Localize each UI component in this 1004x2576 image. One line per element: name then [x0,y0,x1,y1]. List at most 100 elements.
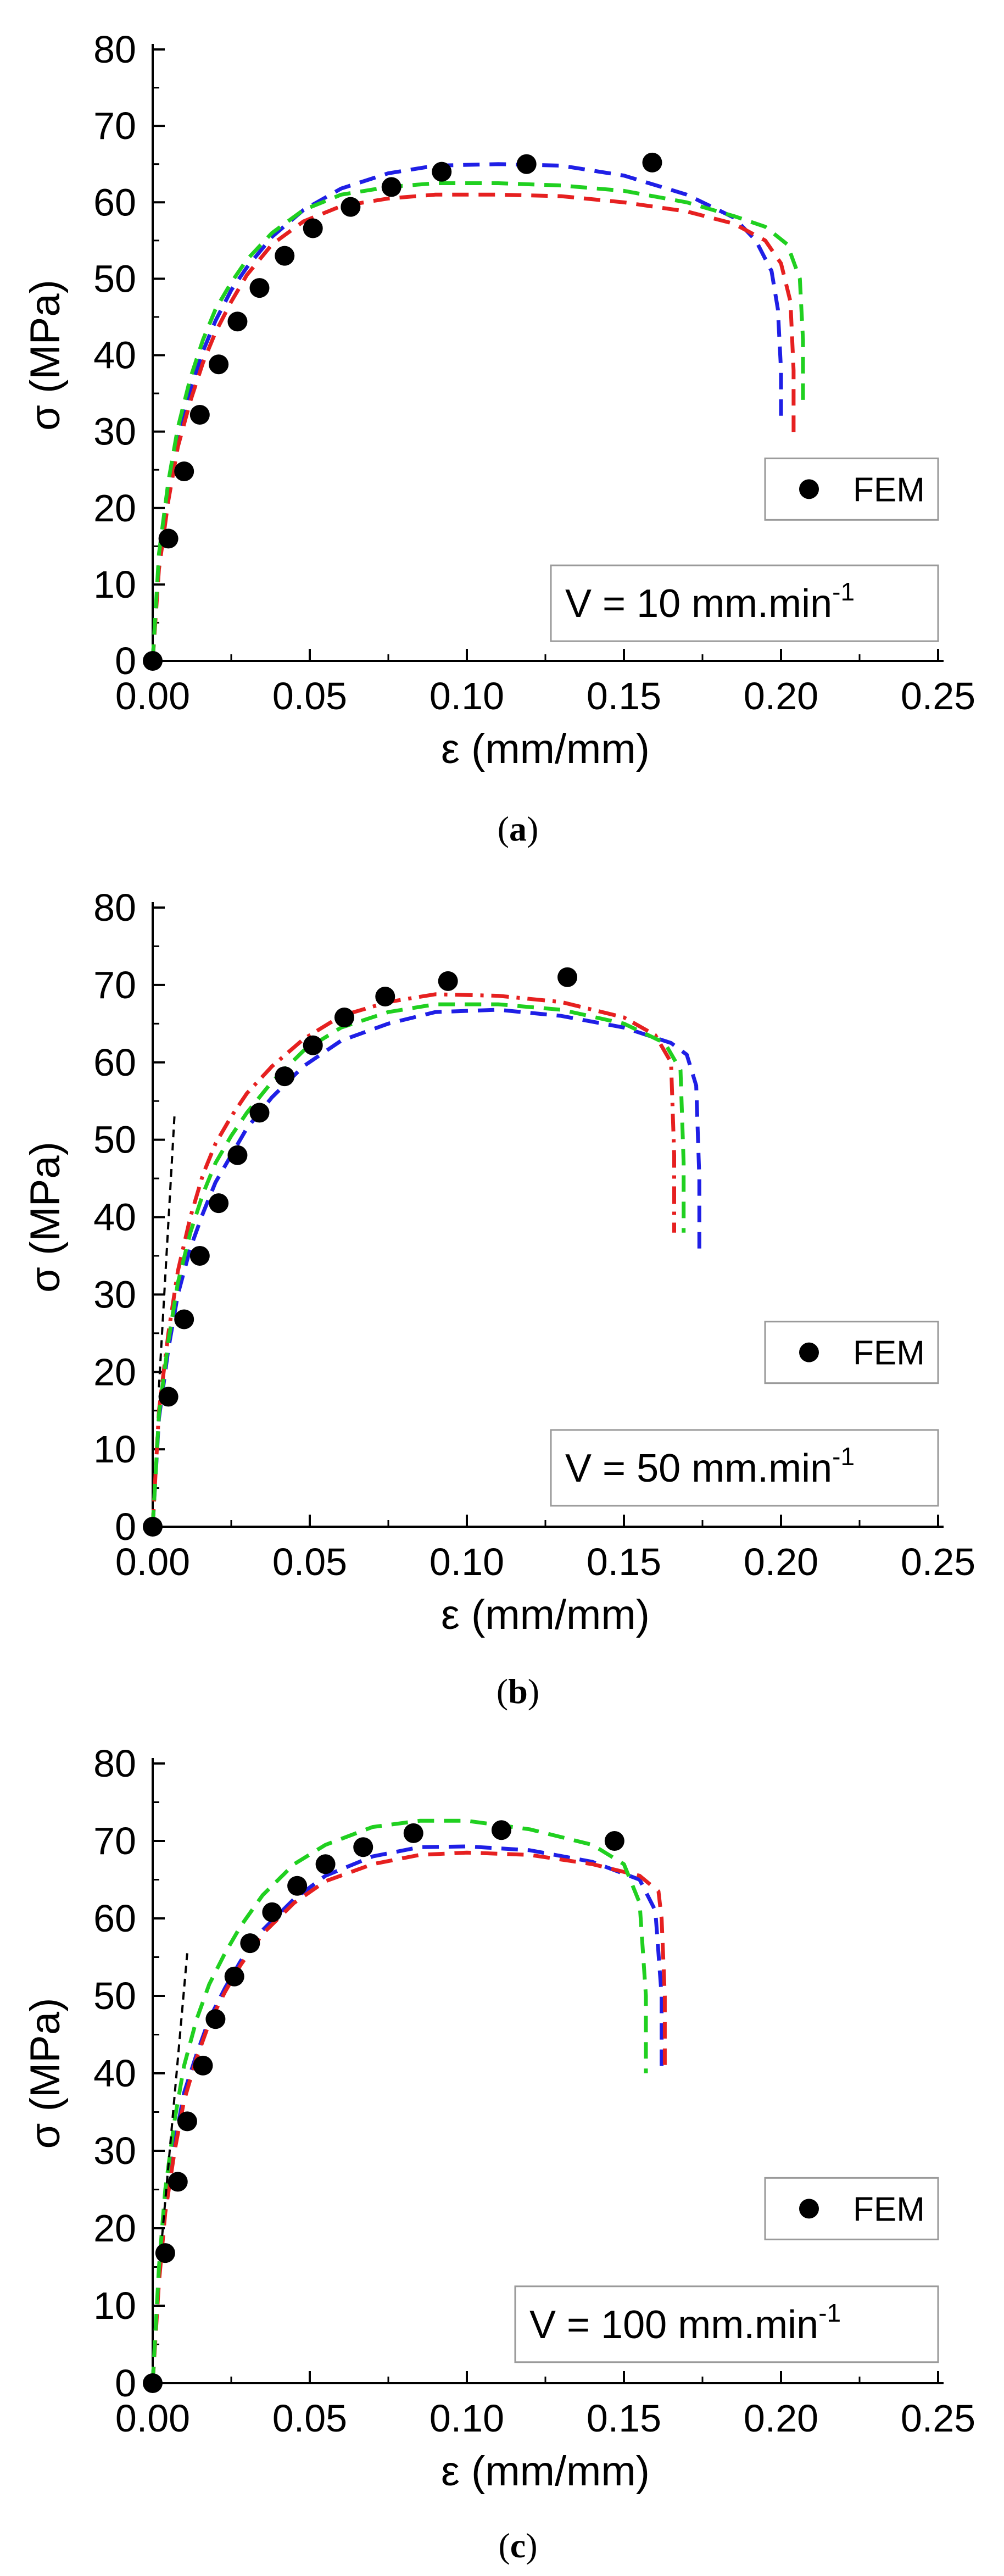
series-line-red-dash-dot [150,992,676,1527]
chart-panel-c: 0 10 20 30 40 50 60 70 80 0.00 0.05 0.10 0.15 0.20 0.2… [22,1742,975,2565]
fem-point [334,1008,354,1028]
legend-box [764,457,939,521]
y-tick-label: 50 [93,257,136,300]
annotation-main: V = 50 mm.min [565,1446,832,1490]
x-tick-label: 0.20 [744,2397,818,2440]
series-line-green-dashed [150,181,805,661]
x-tick-label: 0.10 [430,1540,504,1583]
legend-marker [799,2199,819,2219]
fem-point [262,1902,282,1922]
fem-point [275,1066,295,1087]
x-tick-label: 0.10 [430,2397,504,2440]
annotation-superscript: -1 [832,1442,855,1471]
y-tick-label: 60 [93,1041,136,1084]
annotation-box [550,564,939,642]
x-tick-label: 0.05 [272,2397,347,2440]
x-tick-label: 0.20 [744,675,818,717]
fem-point [209,1193,229,1214]
fem-point [224,1966,244,1987]
fem-point [403,1823,423,1843]
y-tick-label: 30 [93,2129,136,2172]
x-tick-label: 0.20 [744,1540,818,1583]
fem-point [275,246,295,266]
fem-point [249,278,270,298]
chart-panel-a: 0 10 20 30 40 50 60 70 80 0.00 0.05 0.10 0.15 0.20 0.2… [22,28,975,848]
x-tick-label: 0.25 [901,675,975,717]
caption-close: ) [528,1672,539,1711]
y-tick-label: 40 [93,2052,136,2095]
fem-point [189,1245,210,1266]
x-tick-label: 0.00 [115,1540,190,1583]
legend-box [764,1321,939,1384]
fem-point [240,1933,260,1954]
x-tick-label: 0.00 [115,675,190,717]
fem-point [353,1837,373,1857]
fem-point [158,1387,179,1407]
fem-point [168,2172,188,2192]
x-tick-label: 0.25 [901,2397,975,2440]
y-axis-label: σ (MPa) [22,280,69,431]
x-axis-label: ε (mm/mm) [441,1592,650,1638]
panel-caption: (b) [497,1672,539,1711]
fem-point [189,405,210,425]
y-tick-label: 30 [93,410,136,453]
legend-marker [799,479,819,499]
x-tick-label: 0.05 [272,675,347,717]
legend-label: FEM [853,2190,925,2228]
legend-marker [799,1342,819,1362]
fem-point [174,1309,194,1329]
caption-open: ( [498,2526,510,2565]
y-tick-label: 10 [93,563,136,606]
series-line-red-dashed [150,192,796,661]
x-axis-label: ε (mm/mm) [441,2448,650,2495]
fem-point [604,1831,624,1851]
fem-point [143,1517,163,1537]
y-tick-label: 80 [93,1742,136,1785]
legend-label: FEM [853,1334,925,1372]
annotation-main: V = 100 mm.min [529,2303,818,2347]
y-tick-label: 0 [115,2362,136,2405]
fem-point [174,461,194,481]
caption-letter: a [509,809,527,848]
fem-point [143,651,163,671]
caption-open: ( [497,1672,508,1711]
x-tick-label: 0.15 [587,675,661,717]
x-tick-label: 0.00 [115,2397,190,2440]
y-axis-label: σ (MPa) [22,1998,69,2149]
fem-point [209,354,229,375]
y-tick-label: 20 [93,2207,136,2250]
y-tick-label: 80 [93,28,136,71]
series-line-green-dashed [150,1002,686,1527]
fem-point [642,152,662,173]
legend-box [764,2177,939,2240]
fem-point [491,1820,511,1840]
fem-point [516,154,537,174]
chart-panel-b: 0 10 20 30 40 50 60 70 80 0.00 0.05 0.10 0.15 0.20 0.2… [22,886,975,1711]
series-line-blue-dashed [150,162,783,661]
panel-caption: (a) [498,809,539,848]
fem-point [158,528,179,549]
y-tick-label: 20 [93,1350,136,1393]
y-tick-label: 0 [115,639,136,682]
y-tick-label: 50 [93,1974,136,2017]
y-tick-label: 80 [93,886,136,929]
fem-point [249,1103,270,1123]
fem-point [557,967,578,987]
series-line-red-dashed [150,1850,667,2384]
y-tick-label: 60 [93,181,136,224]
annotation-box [514,2285,939,2363]
y-tick-label: 30 [93,1273,136,1316]
annotation-superscript: -1 [818,2299,841,2327]
y-tick-label: 70 [93,104,136,147]
fem-point [227,1145,248,1165]
caption-letter: b [508,1672,528,1711]
annotation-superscript: -1 [832,577,855,606]
y-tick-label: 40 [93,1196,136,1239]
x-tick-label: 0.10 [430,675,504,717]
panel-caption: (c) [498,2526,537,2565]
legend-label: FEM [853,471,925,509]
fem-point [432,162,452,182]
fem-point [438,971,458,991]
fem-point [375,987,395,1007]
